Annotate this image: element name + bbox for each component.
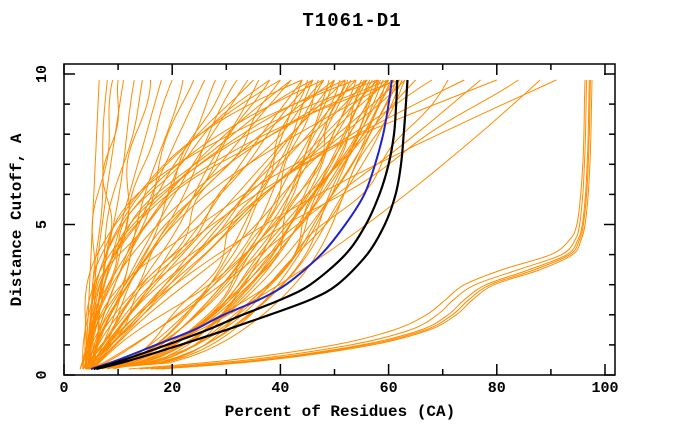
x-tick-label: 60: [380, 380, 398, 397]
x-tick-label: 80: [488, 380, 506, 397]
model-curve-orange: [79, 79, 227, 370]
model-curve-orange-right-cluster: [128, 79, 586, 370]
model-curve-orange: [87, 79, 324, 369]
model-curve-orange: [88, 79, 395, 370]
model-curve-orange: [93, 79, 216, 370]
x-tick-label: 20: [163, 380, 181, 397]
model-curve-orange: [85, 79, 433, 370]
model-curve-orange: [92, 79, 378, 370]
model-curve-orange: [82, 79, 325, 370]
model-curve-orange: [82, 79, 114, 370]
model-curve-model-black-2: [96, 79, 409, 371]
model-curve-orange: [84, 79, 346, 370]
model-curve-orange: [112, 79, 380, 370]
y-tick-label: 0: [34, 370, 51, 379]
chart-title: T1061-D1: [302, 10, 401, 32]
model-curve-model-blue: [90, 79, 393, 370]
model-curve-orange: [85, 79, 379, 370]
x-tick-label: 0: [59, 380, 68, 397]
model-curve-orange: [93, 79, 325, 370]
model-curve-orange: [87, 79, 271, 370]
model-curve-orange-right-cluster: [139, 79, 588, 370]
model-curve-orange: [90, 79, 368, 370]
model-curve-orange: [87, 79, 465, 370]
x-axis-label: Percent of Residues (CA): [225, 403, 455, 421]
model-curve-orange: [90, 79, 481, 370]
model-curve-orange-right-cluster: [150, 79, 590, 370]
model-curve-orange: [88, 79, 406, 370]
model-curve-orange: [85, 79, 303, 370]
axes-layer: 0 20 40 60 80 100 0 5 10: [34, 63, 619, 397]
model-curve-orange: [85, 79, 368, 370]
model-curve-orange: [87, 79, 135, 370]
model-curve-orange: [87, 79, 368, 370]
model-curve-orange: [90, 79, 416, 370]
model-curve-orange: [84, 79, 389, 370]
model-curve-orange: [85, 79, 497, 370]
model-curve-orange: [82, 79, 379, 370]
model-curve-model-black-1: [93, 79, 399, 371]
model-curve-orange: [85, 79, 400, 370]
model-curve-orange: [93, 79, 292, 370]
model-curve-orange: [90, 79, 395, 370]
model-curve-orange: [90, 79, 557, 370]
plot-frame: [63, 63, 616, 376]
model-curve-orange: [90, 79, 406, 370]
model-curve-orange-right-cluster: [155, 79, 591, 370]
model-curve-orange: [93, 79, 335, 370]
model-curve-orange-right-cluster: [161, 79, 593, 370]
y-tick-label: 10: [34, 65, 51, 83]
x-tick-label: 40: [271, 380, 289, 397]
model-curve-orange: [90, 79, 314, 370]
model-curves-layer: [79, 79, 593, 371]
y-axis-label: Distance Cutoff, A: [8, 133, 26, 306]
x-tick-label: 100: [591, 380, 618, 397]
y-tick-label: 5: [34, 220, 51, 229]
model-curve-orange: [93, 79, 519, 370]
model-curve-orange: [79, 79, 292, 370]
model-curve-orange: [88, 79, 341, 370]
model-curve-orange: [85, 79, 238, 370]
model-curve-orange: [93, 79, 387, 370]
model-curve-orange: [87, 79, 400, 370]
